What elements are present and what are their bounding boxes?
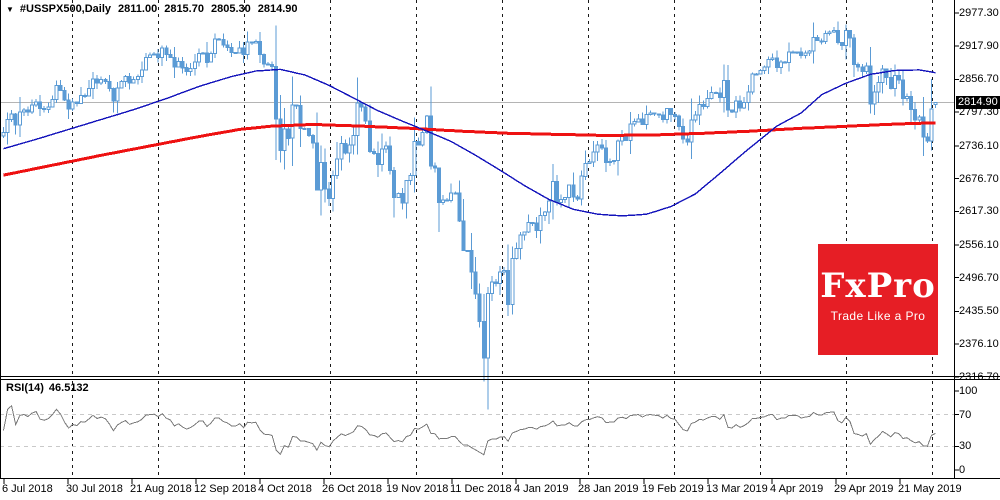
- low-value: 2805.30: [210, 3, 251, 15]
- current-price-badge: 2814.90: [956, 96, 1000, 109]
- collapse-chart-icon[interactable]: ▼: [6, 4, 14, 14]
- rsi-indicator-label: RSI(14) 46.5132: [6, 382, 89, 394]
- rsi-indicator-name: RSI(14): [6, 382, 44, 394]
- open-value: 2811.00: [118, 3, 158, 15]
- high-value: 2815.70: [164, 3, 204, 15]
- symbol-timeframe-label: #USSPX500,Daily: [19, 3, 112, 15]
- chart-title-bar: ▼ #USSPX500,Daily 2811.00 2815.70 2805.3…: [6, 3, 298, 15]
- fxpro-logo: FxPro Trade Like a Pro: [818, 244, 938, 355]
- rsi-indicator-value: 46.5132: [48, 382, 89, 394]
- fxpro-tagline: Trade Like a Pro: [830, 309, 926, 323]
- fxpro-brand-text: FxPro: [820, 266, 936, 306]
- close-value: 2814.90: [257, 3, 298, 15]
